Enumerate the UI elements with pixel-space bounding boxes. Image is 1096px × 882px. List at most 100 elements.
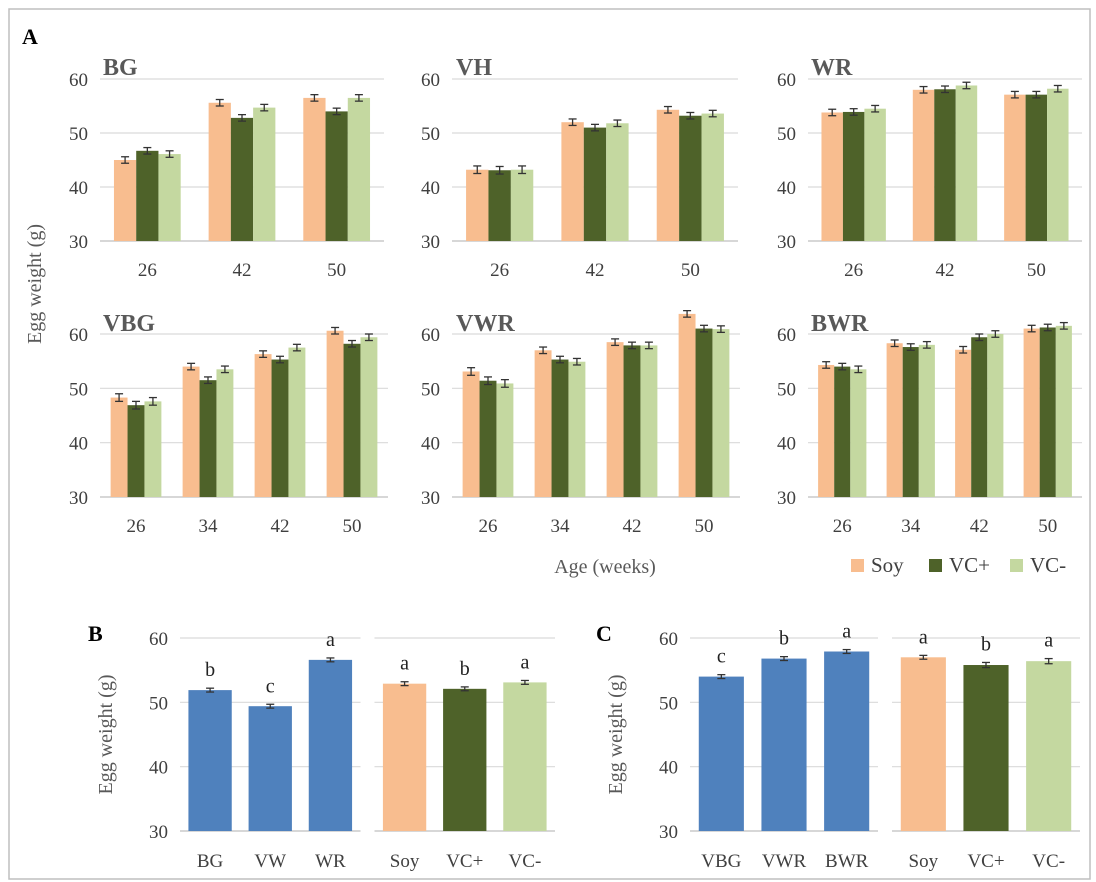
chart-vbg: 30 40 50 60 VBG 26 34 42 50 xyxy=(69,311,388,537)
panel-label-b: B xyxy=(88,621,103,646)
chart-vh-bar-soy xyxy=(561,122,584,241)
chart-panel-b-x-tick-label: VC- xyxy=(509,851,542,872)
chart-bwr-bar-soy xyxy=(955,349,972,497)
chart-panel-b-bar-vcplus xyxy=(443,688,487,831)
chart-vwr-x-tick-label: 34 xyxy=(551,516,571,537)
chart-vbg-x-tick-label: 42 xyxy=(271,516,290,537)
chart-bwr-bar-vcminus xyxy=(1055,325,1072,497)
chart-wr-bar-vcminus xyxy=(1047,88,1069,241)
chart-vbg-x-tick-label: 34 xyxy=(199,516,219,537)
chart-vwr-x-tick-label: 50 xyxy=(695,516,714,537)
chart-bwr-x-tick-label: 34 xyxy=(901,516,921,537)
chart-panel-c-x-tick-label: VC+ xyxy=(967,851,1004,872)
chart-panel-c-bar-vcminus xyxy=(1026,661,1072,831)
chart-panel-c-significance-letter: a xyxy=(842,621,851,643)
chart-bg-bar-vcplus xyxy=(136,150,159,241)
chart-vbg-bar-vcminus xyxy=(144,401,162,497)
chart-vh-title: VH xyxy=(456,55,492,81)
chart-bg-bar-vcplus xyxy=(325,111,348,242)
chart-vh-y-tick-label: 30 xyxy=(421,232,440,253)
chart-vbg-bar-vcminus xyxy=(216,369,234,497)
chart-vwr-x-tick-label: 26 xyxy=(479,516,498,537)
chart-panel-c-x-tick-label: VC- xyxy=(1032,851,1065,872)
chart-bwr-x-tick-label: 26 xyxy=(833,516,852,537)
legend-swatch-vcplus xyxy=(929,559,942,572)
chart-bg-x-tick-label: 42 xyxy=(233,260,252,281)
chart-panel-b-significance-letter: a xyxy=(520,651,529,673)
chart-vbg-bar-vcplus xyxy=(199,380,217,497)
legend: Soy VC+ VC- xyxy=(851,553,1066,577)
chart-panel-c-bar-soy xyxy=(900,657,946,831)
chart-bwr-y-tick-label: 60 xyxy=(777,325,796,346)
chart-bwr-y-tick-label: 50 xyxy=(777,379,796,400)
chart-vh-y-tick-label: 50 xyxy=(421,124,440,145)
chart-panel-b-significance-letter: c xyxy=(266,675,275,697)
chart-panel-c-y-axis-label: Egg weight (g) xyxy=(605,675,627,795)
chart-vbg-y-tick-label: 50 xyxy=(69,379,88,400)
chart-vh-y-tick-label: 60 xyxy=(421,70,440,91)
chart-vh-bar-vcplus xyxy=(488,170,511,241)
chart-vbg-bar-soy xyxy=(254,354,272,497)
chart-panel-c-x-tick-label: Soy xyxy=(909,851,939,872)
chart-panel-c-x-tick-label: VBG xyxy=(701,851,741,872)
chart-panel-b-significance-letter: a xyxy=(326,629,335,651)
chart-vwr-bar-soy xyxy=(678,313,696,497)
chart-bg-x-tick-label: 50 xyxy=(327,260,346,281)
chart-bg-bar-vcminus xyxy=(158,154,181,241)
chart-vwr-bar-vcplus xyxy=(695,328,713,497)
chart-wr-y-tick-label: 40 xyxy=(777,178,796,199)
chart-panel-c-x-tick-label: VWR xyxy=(762,851,807,872)
chart-bwr-title: BWR xyxy=(811,311,869,337)
chart-vbg-bar-vcplus xyxy=(271,359,289,497)
chart-vbg-x-tick-label: 50 xyxy=(343,516,362,537)
chart-bwr-bar-soy xyxy=(818,364,835,497)
chart-vbg-y-tick-label: 30 xyxy=(69,488,88,509)
chart-vbg-bar-vcminus xyxy=(288,347,306,497)
chart-panel-b-bar-wr xyxy=(308,659,353,831)
chart-vwr-bar-vcminus xyxy=(568,361,586,497)
chart-vh-y-tick-label: 40 xyxy=(421,178,440,199)
chart-panel-b-x-tick-label: Soy xyxy=(390,851,420,872)
chart-wr-x-tick-label: 50 xyxy=(1027,260,1046,281)
legend-label-vcplus: VC+ xyxy=(949,553,990,577)
chart-panel-c-x-tick-label: BWR xyxy=(825,851,869,872)
panel-a-y-axis-label: Egg weight (g) xyxy=(24,224,46,344)
chart-bwr-x-tick-label: 42 xyxy=(970,516,989,537)
chart-vbg-bar-soy xyxy=(110,397,128,497)
chart-panel-b-bar-bg xyxy=(188,690,232,831)
chart-vwr-bar-soy xyxy=(534,350,552,497)
chart-vwr-y-tick-label: 40 xyxy=(421,434,440,455)
chart-bwr-bar-vcminus xyxy=(918,344,935,497)
chart-panel-c-significance-letter: b xyxy=(779,628,789,650)
chart-vbg-bar-soy xyxy=(182,366,200,497)
chart-vh-bar-vcminus xyxy=(701,113,724,241)
chart-bwr-y-tick-label: 30 xyxy=(777,488,796,509)
chart-vh-x-tick-label: 26 xyxy=(490,260,509,281)
chart-vbg-y-tick-label: 60 xyxy=(69,325,88,346)
chart-wr-title: WR xyxy=(811,55,853,81)
chart-panel-c-y-tick-label: 30 xyxy=(659,822,678,843)
chart-wr-x-tick-label: 26 xyxy=(844,260,863,281)
chart-wr-bar-soy xyxy=(821,112,843,241)
chart-vh-bar-vcplus xyxy=(679,115,702,241)
chart-wr-y-tick-label: 50 xyxy=(777,124,796,145)
chart-vwr-bar-vcminus xyxy=(640,345,658,497)
chart-panel-c-bar-vwr xyxy=(761,658,807,831)
chart-vwr-title: VWR xyxy=(456,311,515,337)
chart-wr: 30 40 50 60 WR 26 42 50 xyxy=(777,55,1082,281)
chart-bg-y-tick-label: 50 xyxy=(69,124,88,145)
chart-vbg-bar-vcplus xyxy=(127,405,145,497)
panel-a-x-axis-label: Age (weeks) xyxy=(554,556,656,578)
chart-vwr-bar-vcplus xyxy=(479,380,497,497)
chart-vwr-bar-vcminus xyxy=(496,383,514,497)
chart-bg: 30 40 50 60 BG 26 42 50 xyxy=(69,55,384,281)
chart-bwr-bar-soy xyxy=(886,343,903,497)
chart-panel-c-significance-letter: a xyxy=(1044,630,1053,652)
chart-bg-x-tick-label: 26 xyxy=(138,260,157,281)
chart-vbg-bar-vcplus xyxy=(343,343,361,497)
chart-panel-b: 30 40 50 60 Egg weight (g) b BG c VW a WR a Soy b VC+ a… xyxy=(95,629,555,872)
chart-vbg-bar-soy xyxy=(326,330,344,497)
chart-panel-c: 30 40 50 60 Egg weight (g) c VBG b VWR a BWR a Soy b V… xyxy=(605,621,1080,872)
chart-wr-y-tick-label: 60 xyxy=(777,70,796,91)
chart-vwr-bar-soy xyxy=(462,371,480,497)
